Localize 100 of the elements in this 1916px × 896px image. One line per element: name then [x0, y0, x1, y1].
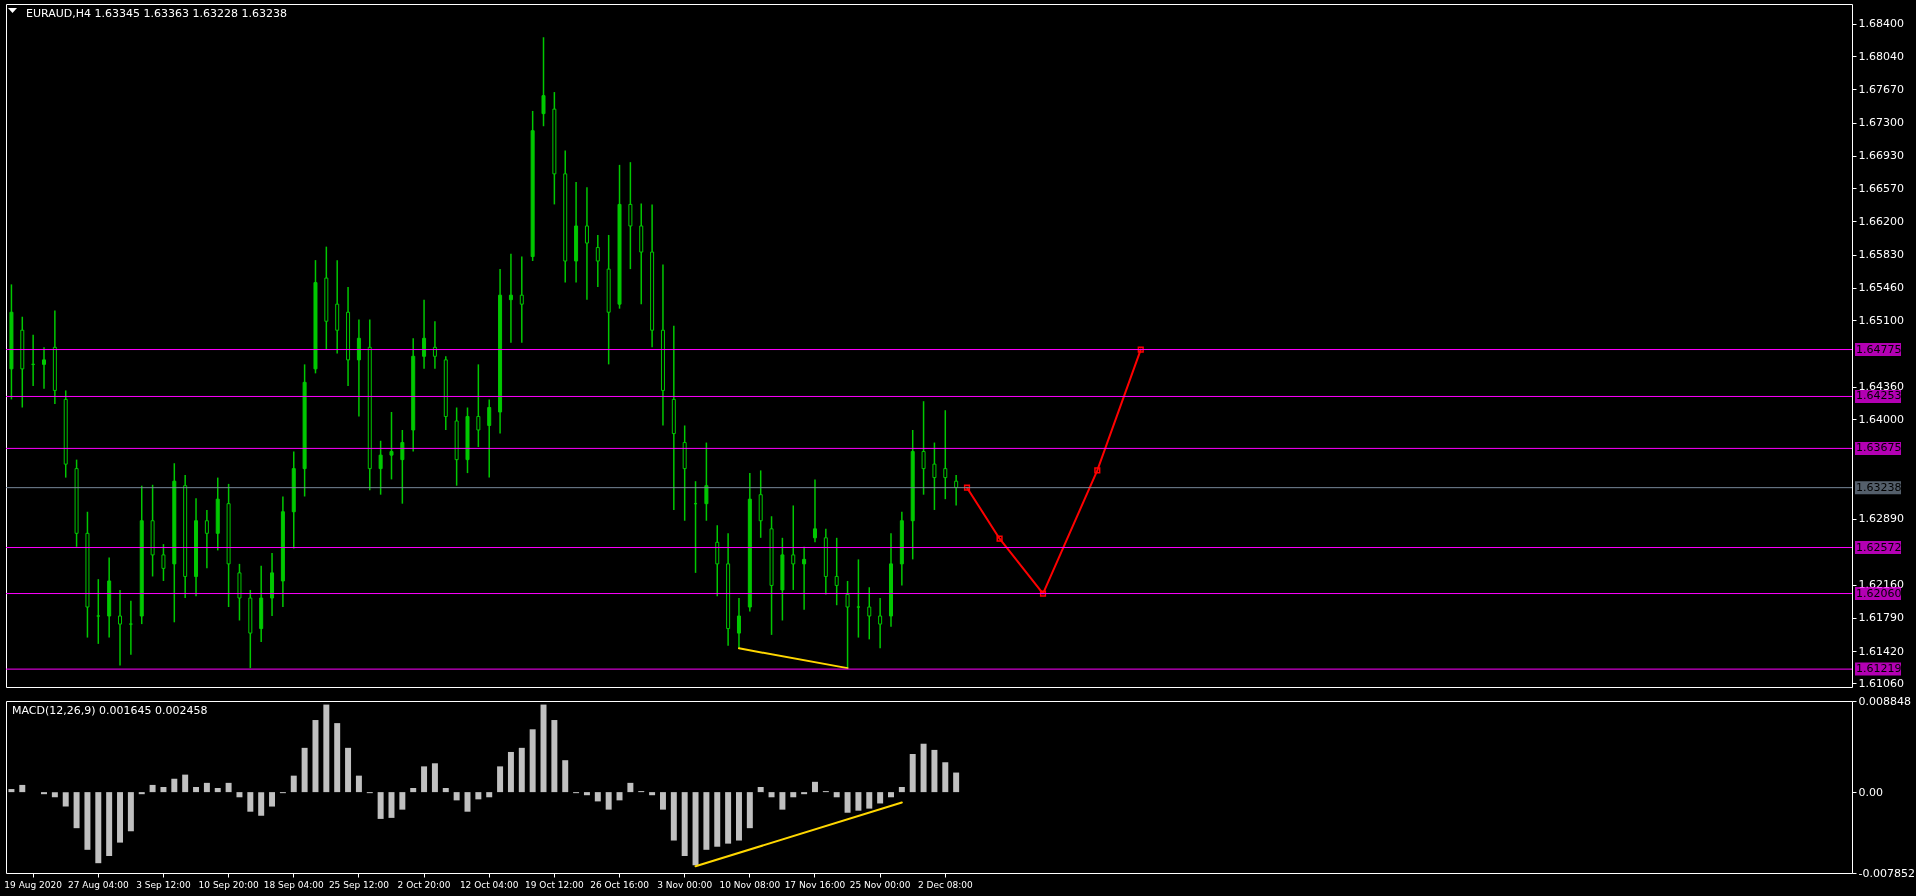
bar	[725, 792, 732, 844]
chart-title: EURAUD,H4 1.63345 1.63363 1.63228 1.63238	[26, 7, 287, 20]
bar	[73, 792, 80, 829]
point	[1039, 590, 1047, 597]
y-tick-label: 1.68400	[1858, 17, 1904, 31]
bar	[431, 763, 438, 793]
candlestick	[422, 298, 427, 370]
bar	[562, 760, 569, 793]
point	[996, 535, 1003, 542]
y-tick-label: 1.65100	[1858, 313, 1904, 327]
bar	[844, 792, 851, 813]
candlestick	[856, 558, 861, 639]
bar	[888, 792, 894, 798]
point	[1137, 346, 1144, 353]
x-tick-label: 2 Oct 20:00	[397, 879, 451, 890]
x-tick-label: 10 Sep 20:00	[198, 879, 259, 890]
bar	[95, 792, 102, 864]
candlestick	[845, 580, 850, 670]
y-tick-label: 1.61420	[1858, 644, 1904, 658]
bar	[529, 729, 536, 793]
bar	[377, 792, 384, 819]
bar	[323, 704, 330, 793]
bar	[877, 792, 884, 804]
candlestick	[541, 36, 546, 127]
y-tick-label: -0.007852	[1858, 866, 1915, 880]
candlestick	[96, 578, 101, 645]
bar	[160, 786, 167, 793]
bar	[692, 792, 699, 866]
bar	[605, 792, 612, 810]
ref-line-label: 1.63238	[1856, 480, 1902, 494]
bar	[399, 792, 406, 810]
bar	[790, 792, 797, 798]
bar	[345, 747, 352, 793]
bar	[214, 788, 221, 793]
bar	[833, 792, 840, 798]
bar	[312, 720, 319, 793]
candlestick	[867, 586, 872, 641]
bar	[507, 751, 514, 793]
bar	[193, 786, 200, 793]
bar	[746, 792, 753, 829]
bar	[421, 766, 428, 793]
candlestick	[704, 441, 709, 522]
bar	[203, 782, 210, 793]
candlestick	[921, 400, 926, 496]
x-tick-label: 2 Dec 08:00	[917, 879, 973, 890]
candlestick	[508, 253, 513, 344]
bar	[898, 786, 905, 793]
y-tick-label: 1.62890	[1858, 512, 1904, 526]
bar	[247, 792, 254, 812]
candlestick	[878, 597, 883, 650]
candlestick	[715, 524, 720, 597]
x-tick-label: 10 Nov 08:00	[719, 879, 781, 890]
y-tick-label: 1.61790	[1858, 611, 1904, 625]
candlestick	[118, 589, 123, 667]
ref-line-label: 1.64253	[1856, 389, 1902, 403]
bar	[801, 792, 808, 795]
bar	[942, 762, 949, 793]
bar	[681, 792, 688, 856]
bar	[551, 720, 558, 793]
bar	[51, 792, 58, 798]
bar	[594, 792, 601, 802]
bar	[649, 792, 656, 796]
candlestick	[400, 429, 405, 505]
bar	[703, 792, 710, 850]
candlestick	[432, 320, 437, 370]
bar	[149, 784, 156, 793]
bar	[920, 743, 927, 793]
bar	[812, 781, 818, 793]
bar	[442, 788, 449, 793]
bar	[225, 782, 232, 793]
bar	[768, 792, 775, 798]
x-tick-label: 3 Sep 12:00	[136, 879, 191, 890]
x-tick-label: 3 Nov 00:00	[657, 879, 713, 890]
y-tick-label: 0.00	[1858, 785, 1883, 799]
candlestick	[584, 186, 589, 301]
bar	[290, 775, 297, 793]
bar	[127, 792, 134, 832]
bar	[475, 792, 482, 800]
y-tick-label: 1.61060	[1858, 676, 1904, 690]
candlestick	[356, 318, 361, 418]
x-tick-label: 19 Aug 2020	[4, 879, 63, 890]
candlestick	[128, 599, 133, 656]
y-tick-label: 1.68040	[1858, 49, 1904, 63]
point	[1094, 467, 1101, 474]
x-tick-label: 25 Nov 00:00	[849, 879, 911, 890]
y-tick-label: 1.65460	[1858, 281, 1904, 295]
candlestick	[42, 346, 47, 390]
bar	[866, 792, 873, 809]
bar	[236, 792, 243, 798]
y-tick-label: 0.008848	[1858, 694, 1911, 708]
bar	[41, 792, 47, 795]
candlestick	[736, 597, 741, 650]
bar	[735, 792, 742, 841]
x-tick-label: 26 Oct 16:00	[590, 879, 650, 890]
y-tick-label: 1.66930	[1858, 149, 1904, 163]
bar	[518, 747, 525, 793]
y-tick-label: 1.65830	[1858, 248, 1904, 262]
bar	[670, 792, 677, 841]
bar	[106, 792, 113, 856]
y-tick-label: 1.64000	[1858, 412, 1904, 426]
